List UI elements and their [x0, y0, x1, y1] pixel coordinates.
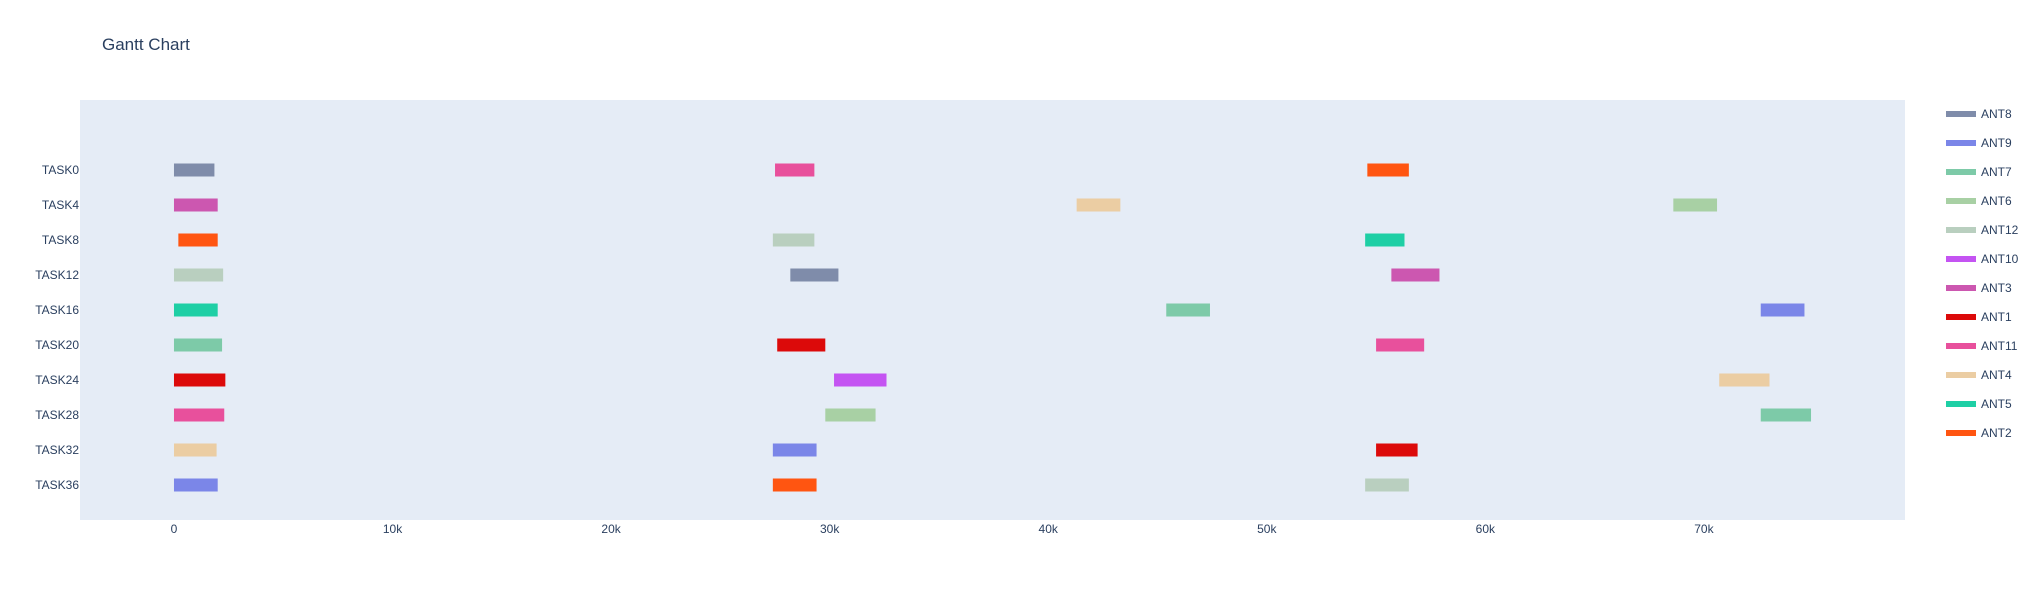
legend-item-ant11[interactable]: ANT11 — [1946, 339, 2018, 353]
gantt-bar-ant9-task36[interactable] — [173, 478, 218, 492]
x-tick-label: 40k — [1039, 522, 1059, 536]
legend-label: ANT6 — [1981, 194, 2012, 208]
gantt-bar-ant11-task20[interactable] — [1376, 338, 1425, 352]
legend-swatch — [1946, 169, 1976, 175]
legend-swatch — [1946, 111, 1976, 117]
chart-title: Gantt Chart — [102, 35, 190, 54]
legend-swatch — [1946, 314, 1976, 320]
legend-label: ANT1 — [1981, 310, 2012, 324]
y-tick-label: TASK36 — [35, 478, 79, 492]
legend-swatch — [1946, 285, 1976, 291]
legend-item-ant8[interactable]: ANT8 — [1946, 107, 2012, 121]
legend-swatch — [1946, 430, 1976, 436]
y-tick-label: TASK8 — [42, 233, 79, 247]
gantt-bar-ant3-task12[interactable] — [1391, 268, 1440, 282]
legend-swatch — [1946, 372, 1976, 378]
x-tick-label: 0 — [171, 522, 178, 536]
bars-layer — [173, 163, 1812, 492]
gantt-bar-ant8-task0[interactable] — [173, 163, 215, 177]
gantt-bar-ant7-task28[interactable] — [1760, 408, 1812, 422]
gantt-bar-ant5-task8[interactable] — [1365, 233, 1405, 247]
legend-item-ant6[interactable]: ANT6 — [1946, 194, 2012, 208]
legend-item-ant4[interactable]: ANT4 — [1946, 368, 2012, 382]
gantt-bar-ant9-task32[interactable] — [772, 443, 817, 457]
legend-item-ant7[interactable]: ANT7 — [1946, 165, 2012, 179]
legend-item-ant9[interactable]: ANT9 — [1946, 136, 2012, 150]
legend-label: ANT3 — [1981, 281, 2012, 295]
gantt-bar-ant4-task24[interactable] — [1719, 373, 1770, 387]
y-tick-label: TASK12 — [35, 268, 79, 282]
gantt-bar-ant3-task4[interactable] — [173, 198, 218, 212]
legend-item-ant12[interactable]: ANT12 — [1946, 223, 2019, 237]
legend-item-ant2[interactable]: ANT2 — [1946, 426, 2012, 440]
x-tick-label: 70k — [1694, 522, 1714, 536]
legend-label: ANT5 — [1981, 397, 2012, 411]
gantt-bar-ant2-task0[interactable] — [1367, 163, 1409, 177]
y-tick-label: TASK32 — [35, 443, 79, 457]
gantt-bar-ant6-task28[interactable] — [825, 408, 876, 422]
gantt-bar-ant4-task32[interactable] — [173, 443, 217, 457]
legend-label: ANT4 — [1981, 368, 2012, 382]
legend-label: ANT10 — [1981, 252, 2019, 266]
legend-label: ANT11 — [1981, 339, 2018, 353]
legend-swatch — [1946, 140, 1976, 146]
legend-item-ant10[interactable]: ANT10 — [1946, 252, 2019, 266]
gantt-bar-ant11-task0[interactable] — [775, 163, 815, 177]
gantt-bar-ant12-task36[interactable] — [1365, 478, 1409, 492]
legend-label: ANT12 — [1981, 223, 2019, 237]
legend-swatch — [1946, 227, 1976, 233]
legend-label: ANT2 — [1981, 426, 2012, 440]
gantt-bar-ant12-task12[interactable] — [173, 268, 224, 282]
y-tick-label: TASK28 — [35, 408, 79, 422]
y-tick-label: TASK4 — [42, 198, 79, 212]
legend-swatch — [1946, 256, 1976, 262]
gantt-bar-ant7-task20[interactable] — [173, 338, 223, 352]
x-tick-label: 50k — [1257, 522, 1277, 536]
legend-item-ant5[interactable]: ANT5 — [1946, 397, 2012, 411]
gantt-bar-ant6-task4[interactable] — [1673, 198, 1718, 212]
x-tick-label: 30k — [820, 522, 840, 536]
y-axis-ticks: TASK0 TASK4 TASK8 TASK12 TASK16 TASK20 TASK24 T… — [35, 163, 79, 492]
legend[interactable]: ANT8 ANT9 ANT7 ANT6 ANT12 ANT10 ANT3 ANT1 ANT11 A… — [1946, 107, 2019, 440]
gantt-bar-ant7-task16[interactable] — [1166, 303, 1210, 317]
gantt-bar-ant2-task8[interactable] — [178, 233, 218, 247]
y-tick-label: TASK24 — [35, 373, 79, 387]
gantt-bar-ant2-task36[interactable] — [772, 478, 817, 492]
x-tick-label: 20k — [601, 522, 621, 536]
legend-item-ant1[interactable]: ANT1 — [1946, 310, 2012, 324]
gantt-bar-ant1-task32[interactable] — [1376, 443, 1418, 457]
y-tick-label: TASK0 — [42, 163, 79, 177]
gantt-bar-ant12-task8[interactable] — [772, 233, 815, 247]
x-tick-label: 10k — [383, 522, 403, 536]
gantt-bar-ant1-task24[interactable] — [173, 373, 226, 387]
legend-label: ANT8 — [1981, 107, 2012, 121]
gantt-bar-ant9-task16[interactable] — [1760, 303, 1805, 317]
legend-label: ANT7 — [1981, 165, 2012, 179]
gantt-bar-ant8-task12[interactable] — [790, 268, 839, 282]
x-tick-label: 60k — [1476, 522, 1496, 536]
y-tick-label: TASK20 — [35, 338, 79, 352]
gantt-bar-ant10-task24[interactable] — [834, 373, 887, 387]
plot-area — [80, 100, 1905, 520]
gantt-bar-ant5-task16[interactable] — [173, 303, 218, 317]
gantt-bar-ant1-task20[interactable] — [777, 338, 826, 352]
legend-swatch — [1946, 198, 1976, 204]
gantt-bar-ant4-task4[interactable] — [1076, 198, 1121, 212]
legend-item-ant3[interactable]: ANT3 — [1946, 281, 2012, 295]
y-tick-label: TASK16 — [35, 303, 79, 317]
x-axis-ticks: 0 10k 20k 30k 40k 50k 60k 70k — [171, 522, 1715, 536]
legend-swatch — [1946, 401, 1976, 407]
gantt-bar-ant11-task28[interactable] — [173, 408, 225, 422]
legend-label: ANT9 — [1981, 136, 2012, 150]
legend-swatch — [1946, 343, 1976, 349]
